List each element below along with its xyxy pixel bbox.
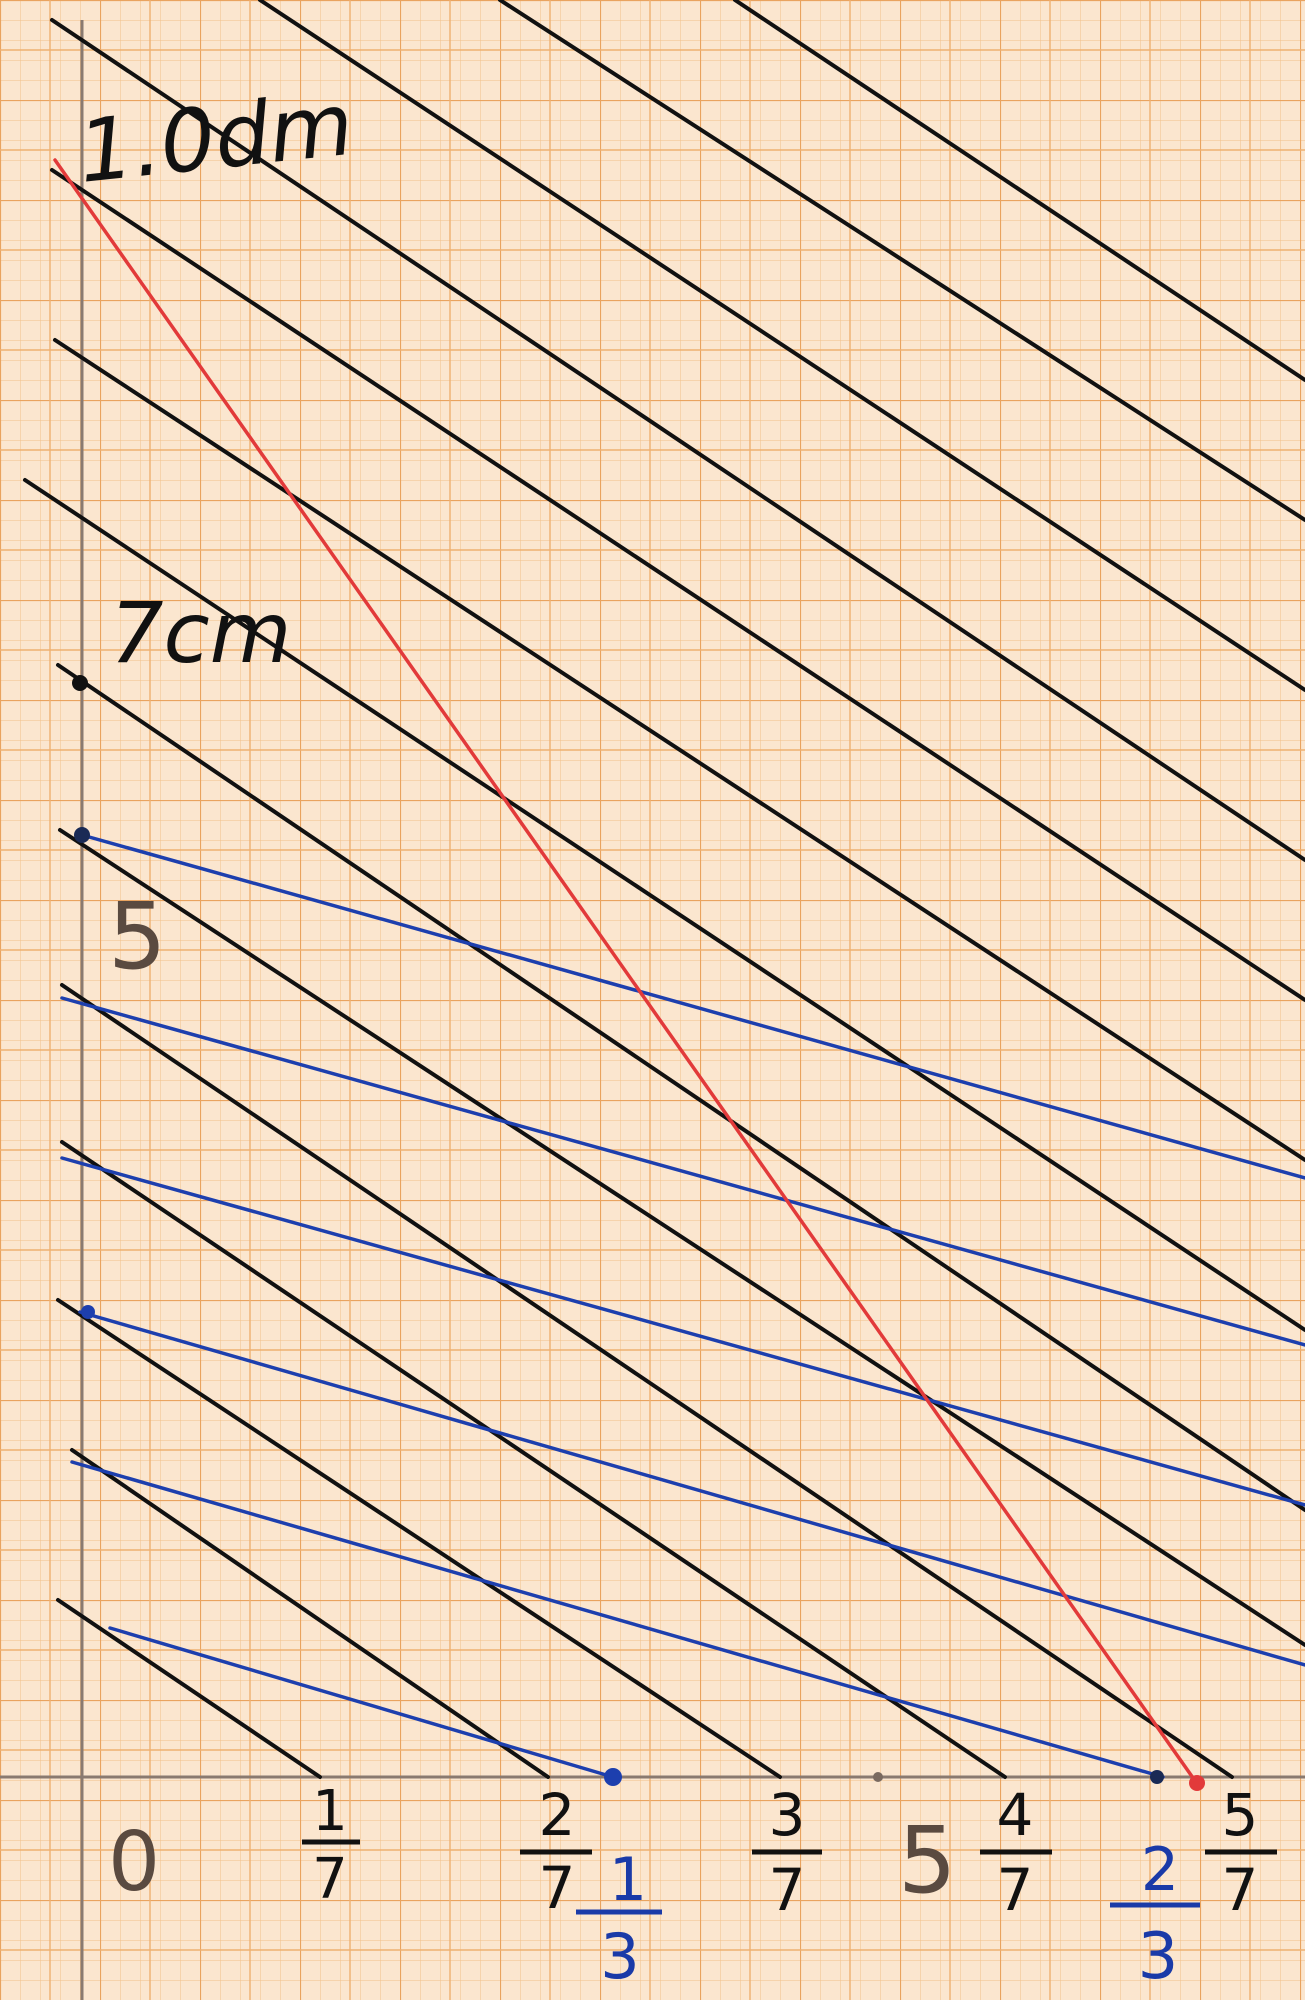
blue-line: [78, 1310, 1305, 1667]
fraction-numerator: 1: [609, 1845, 647, 1915]
blue-line: [80, 833, 1305, 1180]
blue-line: [60, 996, 1305, 1347]
fraction-denominator: 7: [769, 1856, 806, 1924]
black-line: [50, 18, 1305, 862]
fraction-denominator: 3: [1138, 1920, 1179, 1994]
dot: [1189, 1775, 1205, 1791]
fraction-denominator: 7: [1222, 1856, 1259, 1924]
axes: [0, 20, 1305, 2000]
dot: [74, 827, 90, 843]
label-0: 0: [108, 1815, 160, 1910]
fraction-2-7: 2 7: [520, 1781, 592, 1922]
black-line: [56, 1598, 322, 1779]
fraction-3-7: 3 7: [752, 1781, 822, 1924]
black-line: [50, 168, 1305, 1002]
black-line: [58, 828, 1305, 1647]
fraction-denominator: 7: [539, 1854, 576, 1922]
black-line: [498, 0, 1305, 522]
fraction-numerator: 1: [312, 1779, 348, 1844]
fraction-denominator: 7: [312, 1847, 348, 1912]
blue-parallel-lines: [60, 833, 1305, 1779]
fraction-1-3: 1 3: [576, 1845, 662, 1993]
black-line: [23, 478, 1305, 1332]
blue-line: [108, 1626, 615, 1779]
dot: [1150, 1770, 1164, 1784]
fraction-numerator: 4: [997, 1781, 1034, 1849]
fraction-1-7: 1 7: [302, 1779, 360, 1912]
marker-dots: [72, 675, 1205, 1791]
black-line: [70, 1448, 550, 1779]
fraction-denominator: 7: [997, 1856, 1034, 1924]
black-line: [56, 1298, 782, 1779]
black-line: [60, 983, 1234, 1779]
black-line: [258, 0, 1305, 692]
black-line: [56, 663, 1305, 1512]
fraction-numerator: 3: [769, 1781, 806, 1849]
dot: [72, 675, 88, 691]
fraction-denominator: 3: [600, 1920, 639, 1993]
black-line: [733, 0, 1305, 382]
blue-line: [60, 1156, 1305, 1507]
label-5-y: 5: [108, 883, 167, 990]
label-7-cm: 7cm: [110, 584, 291, 682]
black-line: [53, 338, 1305, 1162]
black-parallel-lines: [23, 0, 1305, 1779]
fraction-numerator: 2: [539, 1781, 576, 1849]
dot: [604, 1768, 622, 1786]
dot: [873, 1772, 883, 1782]
dot: [81, 1305, 95, 1319]
black-line: [60, 1140, 1007, 1779]
fraction-2-3: 2 3: [1110, 1835, 1200, 1994]
fraction-4-7: 4 7: [980, 1781, 1052, 1924]
label-5-x: 5: [898, 1807, 957, 1914]
fraction-5-7: 5 7: [1205, 1781, 1277, 1924]
fraction-numerator: 5: [1222, 1781, 1259, 1849]
blue-line: [70, 1460, 1165, 1779]
red-line: [53, 158, 1200, 1787]
fraction-numerator: 2: [1141, 1835, 1179, 1905]
